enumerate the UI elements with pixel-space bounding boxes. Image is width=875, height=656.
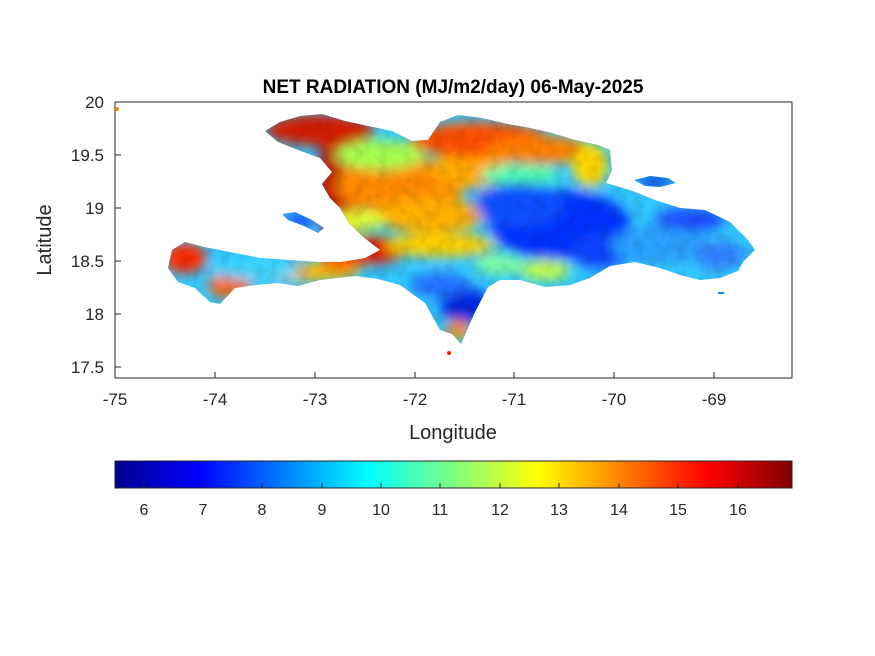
x-tick-label: -70 xyxy=(602,390,627,409)
x-tick-label: -72 xyxy=(403,390,428,409)
colorbar-tick-label: 9 xyxy=(318,502,327,519)
colorbar-tick-label: 16 xyxy=(729,502,747,519)
y-tick-label: 18 xyxy=(85,305,104,324)
y-axis-label: Latitude xyxy=(34,204,56,275)
x-tick-label: -74 xyxy=(203,390,228,409)
map-title: NET RADIATION (MJ/m2/day) 06-May-2025 xyxy=(263,77,644,98)
colorbar-tick-label: 8 xyxy=(258,502,267,519)
x-tick-label: -75 xyxy=(103,390,128,409)
colorbar-tick-label: 6 xyxy=(140,502,149,519)
x-tick-label: -73 xyxy=(303,390,328,409)
colorbar-tick-label: 14 xyxy=(610,502,628,519)
map-fragment xyxy=(115,107,119,111)
colorbar-tick-label: 12 xyxy=(491,502,509,519)
y-tick-label: 19.5 xyxy=(71,146,104,165)
colorbar-tick-label: 13 xyxy=(550,502,568,519)
y-axis: 20 19.5 19 18.5 18 17.5 Latitude xyxy=(34,93,121,377)
y-tick-label: 19 xyxy=(85,199,104,218)
colorbar: 6 7 8 9 10 11 12 13 14 15 16 xyxy=(114,460,793,519)
map-fragment xyxy=(718,292,724,294)
colorbar-tick-label: 15 xyxy=(669,502,687,519)
x-axis: -75 -74 -73 -72 -71 -70 -69 Longitude xyxy=(103,372,727,444)
colorbar-tick-label: 10 xyxy=(372,502,390,519)
x-axis-label: Longitude xyxy=(409,422,497,444)
y-tick-label: 18.5 xyxy=(71,252,104,271)
map-fragment xyxy=(447,351,451,355)
colorbar-tick-label: 11 xyxy=(432,502,449,519)
colorbar-tick-label: 7 xyxy=(199,502,208,519)
colorbar-gradient xyxy=(114,460,793,489)
x-tick-label: -71 xyxy=(502,390,527,409)
y-tick-label: 20 xyxy=(85,93,104,112)
y-tick-label: 17.5 xyxy=(71,358,104,377)
x-tick-label: -69 xyxy=(702,390,727,409)
